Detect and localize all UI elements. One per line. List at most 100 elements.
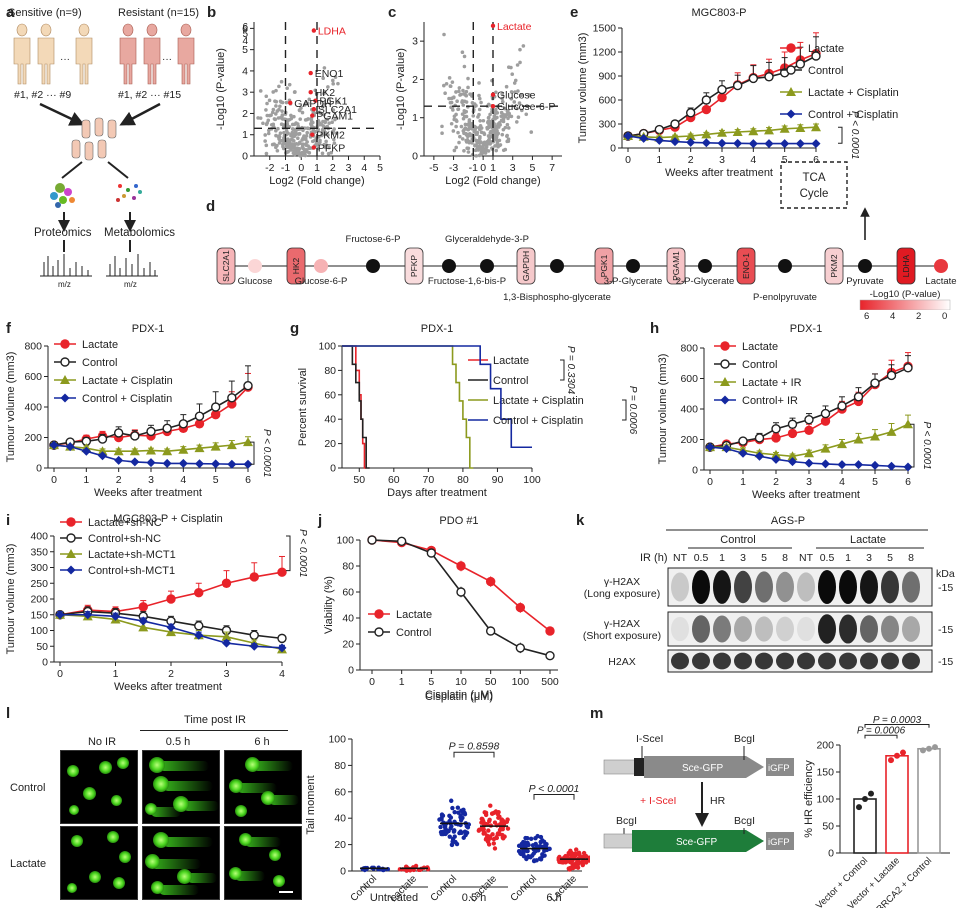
data-point xyxy=(779,123,790,133)
tumour-growth-chart-e: 0 300 600 900 1200 1500 0 1 2 3 4 5 6 Weeks after tre… xyxy=(577,7,899,179)
volcano-point xyxy=(264,108,268,112)
y-tick-label: 1500 xyxy=(593,23,617,35)
data-point xyxy=(277,633,287,644)
data-point xyxy=(542,848,547,854)
panel-letter-g: g xyxy=(290,320,300,337)
chart-title: MGC803-P + Cisplatin xyxy=(113,513,223,525)
p-value: P < 0.0001 xyxy=(849,111,860,159)
legend-marker xyxy=(60,357,70,367)
data-point xyxy=(481,827,486,832)
y-tick-label: 400 xyxy=(24,402,42,414)
blot-band xyxy=(692,615,710,643)
volcano-point xyxy=(456,107,460,112)
volcano-point xyxy=(469,92,474,97)
volcano-point xyxy=(466,85,470,90)
volcano-point xyxy=(263,139,267,143)
data-point xyxy=(456,561,466,571)
point-label: Glucose xyxy=(497,90,536,102)
data-point xyxy=(404,868,409,873)
y-tick-label: 800 xyxy=(680,343,698,355)
metabolite-node xyxy=(366,259,380,273)
y-tick-label: 100 xyxy=(336,535,354,547)
x-tick-label: 5 xyxy=(782,154,788,166)
volcano-point xyxy=(291,139,296,143)
volcano-point xyxy=(505,139,509,144)
panel-letter-f: f xyxy=(6,320,11,337)
x-tick-label: 4 xyxy=(361,162,367,174)
data-point xyxy=(458,813,463,818)
x-tick-label: 3 xyxy=(719,154,725,166)
blot-band xyxy=(734,616,752,642)
x-tick-label: 2 xyxy=(330,162,336,174)
volcano-point xyxy=(303,137,308,142)
panel-a-schematic: Sensitive (n=9) Resistant (n=15) ··· ···… xyxy=(8,7,199,289)
data-point xyxy=(65,442,75,452)
data-point xyxy=(574,847,579,852)
volcano-point xyxy=(460,50,465,55)
metabolite-node xyxy=(778,259,792,273)
volcano-point xyxy=(290,127,295,131)
y-axis-label: Percent survival xyxy=(297,368,309,446)
survival-curve-2 xyxy=(342,345,474,469)
data-point xyxy=(771,449,781,459)
data-point xyxy=(166,594,176,604)
volcano-point xyxy=(278,104,282,109)
data-point xyxy=(456,587,466,597)
metabolite-label: Pyruvate xyxy=(846,276,884,287)
ir-label: IR (h) xyxy=(640,552,668,564)
volcano-point xyxy=(273,117,278,122)
blot-band xyxy=(755,616,773,642)
data-point xyxy=(764,72,774,82)
row-label: (Short exposure) xyxy=(583,630,661,642)
lane-label: 1 xyxy=(845,552,851,564)
volcano-point xyxy=(473,148,478,153)
volcano-point xyxy=(317,134,321,139)
data-point xyxy=(903,419,913,429)
y-tick-label: 40 xyxy=(342,613,354,625)
data-point xyxy=(194,443,205,453)
sample-tubes-icon xyxy=(71,117,117,161)
volcano-point xyxy=(264,122,269,127)
volcano-point xyxy=(458,134,462,139)
volcano-point xyxy=(324,117,329,122)
volcano-point xyxy=(454,124,458,129)
volcano-point xyxy=(509,65,513,70)
data-point xyxy=(450,836,456,842)
enzyme-box xyxy=(736,247,756,285)
svg-text:···: ··· xyxy=(60,54,70,65)
data-point xyxy=(856,804,862,811)
y-axis-label: Tail moment xyxy=(305,775,317,834)
volcano-point xyxy=(478,118,482,123)
data-point xyxy=(837,439,847,449)
volcano-point xyxy=(509,97,514,101)
blot-band xyxy=(797,616,815,642)
legend-marker xyxy=(66,533,76,543)
volcano-point xyxy=(266,131,271,136)
y-break-label: 4 xyxy=(242,36,248,47)
volcano-point xyxy=(473,143,477,148)
micrograph-lactate-6h xyxy=(224,826,302,900)
data-point xyxy=(886,370,897,381)
data-point xyxy=(868,790,874,797)
legend-label: Control+ IR xyxy=(742,395,798,407)
x-tick-label: 1 xyxy=(656,154,662,166)
legend-label: Control xyxy=(82,357,117,369)
volcano-point xyxy=(256,116,260,120)
blot-band xyxy=(671,652,689,670)
y-axis-label: Tumour volume (mm3) xyxy=(5,544,17,655)
blot-band xyxy=(818,652,836,670)
data-point xyxy=(670,119,680,129)
volcano-point xyxy=(312,138,317,143)
legend-label: Control+sh-MCT1 xyxy=(88,565,175,577)
volcano-point xyxy=(440,124,444,129)
x-tick-label: 0 xyxy=(707,476,713,488)
x-tick-label: 50 xyxy=(353,474,365,486)
volcano-point xyxy=(282,136,286,140)
legend-label: Lactate xyxy=(742,341,778,353)
blot-band xyxy=(881,615,899,643)
mz-label: m/z xyxy=(58,280,71,289)
data-point xyxy=(111,611,120,621)
volcano-point xyxy=(297,141,302,145)
volcano-point xyxy=(324,139,328,144)
volcano-point xyxy=(513,90,517,94)
